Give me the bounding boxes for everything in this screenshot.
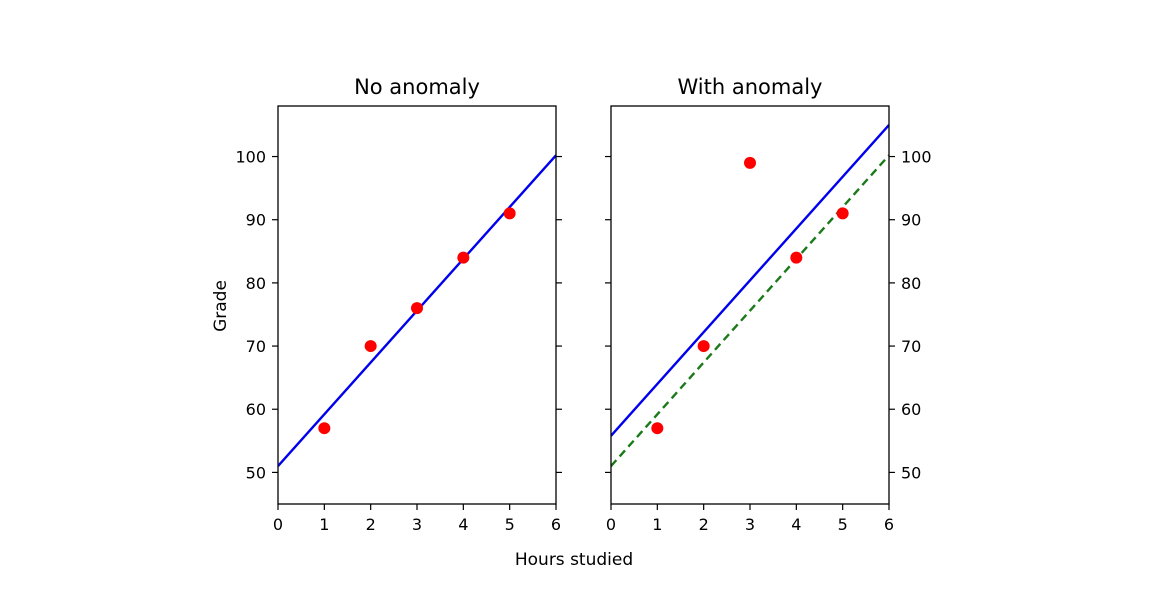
x-tick-label: 0 (273, 515, 283, 534)
x-tick-label: 2 (699, 515, 709, 534)
x-tick-label: 6 (884, 515, 894, 534)
y-tick-label: 70 (246, 337, 266, 356)
y-tick-label: 50 (901, 463, 921, 482)
x-tick-label: 4 (791, 515, 801, 534)
data-point-1 (651, 422, 664, 435)
panel-1: 0 1 2 3 4 5 6 50 60 70 80 90 100 No anomaly (235, 75, 562, 534)
data-point-3 (744, 156, 756, 169)
y-tick-label: 100 (235, 148, 266, 167)
x-tick-label: 6 (551, 515, 561, 534)
y-tick-label: 100 (901, 148, 932, 167)
x-tick-label: 1 (319, 515, 329, 534)
x-tick-label: 4 (458, 515, 468, 534)
data-point-4 (790, 251, 803, 264)
panel-2: 0 1 2 3 4 5 6 50 60 70 80 90 100 With anomaly (605, 75, 932, 534)
data-point-1 (318, 422, 331, 435)
fit-line-dashed-2 (611, 154, 889, 467)
panel-title: No anomaly (354, 75, 480, 99)
data-point-5 (836, 207, 849, 220)
y-axis-label: Grade (211, 280, 231, 332)
y-tick-label: 80 (901, 274, 921, 293)
y-tick-label: 90 (246, 211, 266, 230)
x-tick-label: 3 (745, 515, 755, 534)
y-tick-label: 80 (246, 274, 266, 293)
x-tick-label: 3 (412, 515, 422, 534)
y-tick-label: 60 (901, 400, 921, 419)
y-tick-label: 70 (901, 337, 921, 356)
data-point-2 (697, 340, 710, 353)
x-tick-label: 2 (366, 515, 376, 534)
panel-title: With anomaly (678, 75, 823, 99)
data-point-2 (364, 340, 377, 353)
x-tick-label: 5 (505, 515, 515, 534)
x-tick-label: 5 (838, 515, 848, 534)
fit-line-1 (611, 124, 889, 437)
data-point-4 (457, 251, 470, 264)
data-point-3 (411, 302, 423, 315)
x-tick-label: 1 (652, 515, 662, 534)
data-point-5 (503, 207, 516, 220)
y-tick-label: 60 (246, 400, 266, 419)
y-tick-label: 50 (246, 463, 266, 482)
x-axis-label: Hours studied (515, 550, 633, 570)
x-tick-label: 0 (606, 515, 616, 534)
y-tick-label: 90 (901, 211, 921, 230)
